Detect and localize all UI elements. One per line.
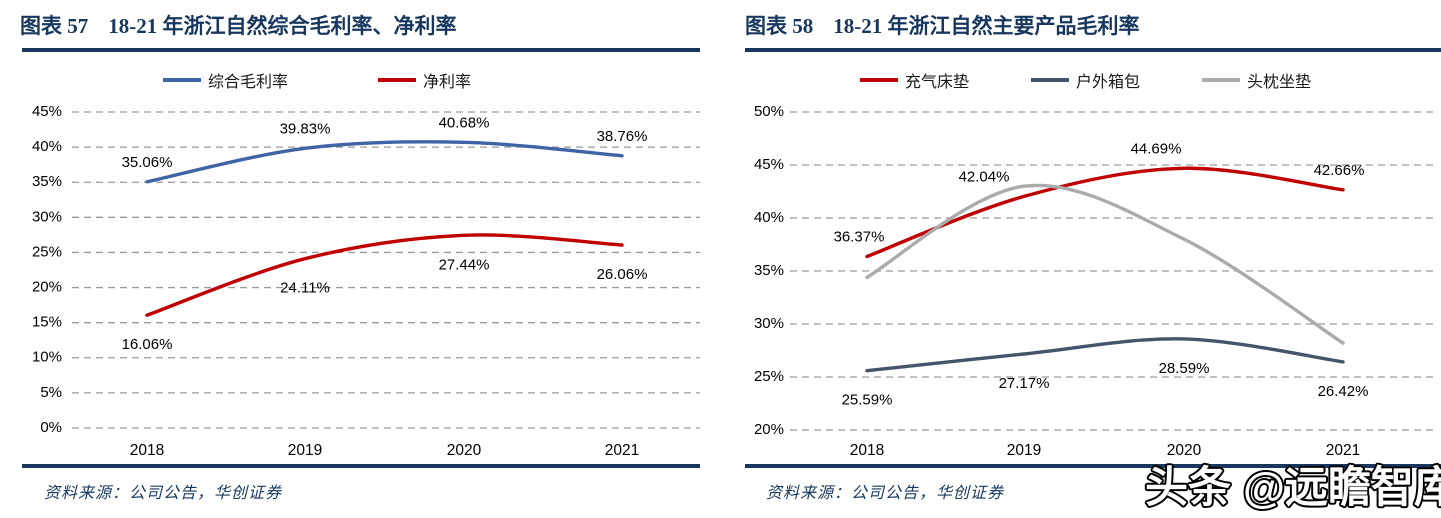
y-tick-label: 20% xyxy=(754,421,784,438)
legend-label: 户外箱包 xyxy=(1076,74,1141,91)
x-tick-label: 2018 xyxy=(130,442,164,459)
x-tick-label: 2021 xyxy=(1326,442,1360,459)
y-tick-label: 10% xyxy=(32,349,62,366)
figure-58-title: 图表 58 18-21 年浙江自然主要产品毛利率 xyxy=(745,10,1140,40)
legend-line-swatch xyxy=(163,78,201,82)
figure-57-label: 图表 57 xyxy=(20,14,89,38)
y-tick-label: 25% xyxy=(754,368,784,385)
series-line-头枕坐垫 xyxy=(865,183,1345,345)
data-label: 28.59% xyxy=(1159,360,1210,377)
data-label: 25.59% xyxy=(842,392,893,409)
title-rule-left xyxy=(22,48,700,52)
y-tick-label: 50% xyxy=(754,103,784,120)
y-tick-label: 35% xyxy=(32,173,62,190)
y-tick-label: 40% xyxy=(32,138,62,155)
y-tick-label: 45% xyxy=(754,156,784,173)
data-label: 40.68% xyxy=(439,114,490,131)
legend-line-swatch xyxy=(378,78,417,82)
data-label: 42.66% xyxy=(1314,162,1365,179)
x-tick-label: 2020 xyxy=(1167,442,1202,459)
footer-rule-right xyxy=(745,464,1441,468)
data-label: 44.69% xyxy=(1131,140,1182,157)
data-label: 26.06% xyxy=(597,266,648,283)
figure-57-title-text: 18-21 年浙江自然综合毛利率、净利率 xyxy=(108,14,457,38)
data-label: 16.06% xyxy=(122,336,173,353)
legend-item: 综合毛利率 xyxy=(163,68,288,92)
chart58-plot: 20% 25% 30% 35% 40% 45% 50% 2018 2019 2020 2021 36.… xyxy=(754,103,1436,459)
figure-58-label: 图表 58 xyxy=(745,14,814,38)
source-note-left: 资料来源：公司公告，华创证券 xyxy=(44,485,283,502)
legend-line-swatch xyxy=(1031,78,1070,82)
title-rule-right xyxy=(745,48,1441,52)
legend-label: 头枕坐垫 xyxy=(1247,74,1312,91)
y-tick-label: 45% xyxy=(32,103,62,120)
y-tick-label: 30% xyxy=(754,315,784,332)
source-note-right: 资料来源：公司公告，华创证券 xyxy=(766,485,1005,502)
y-tick-label: 40% xyxy=(754,209,784,226)
y-tick-label: 0% xyxy=(40,419,62,436)
legend-line-swatch xyxy=(1202,78,1241,82)
legend-line-swatch xyxy=(860,78,898,82)
watermark: 头条 @远瞻智库 xyxy=(1143,462,1441,514)
y-tick-label: 15% xyxy=(32,314,62,331)
data-label: 42.04% xyxy=(959,168,1010,185)
y-tick-label: 25% xyxy=(32,243,62,260)
series-line-户外箱包 xyxy=(865,337,1345,373)
chart57-legend: 综合毛利率 净利率 xyxy=(163,68,471,92)
figure-58-title-text: 18-21 年浙江自然主要产品毛利率 xyxy=(833,14,1140,38)
chart58-legend: 充气床垫 户外箱包 头枕坐垫 xyxy=(860,68,1311,92)
data-label: 39.83% xyxy=(280,120,331,137)
data-label: 27.44% xyxy=(439,256,490,273)
data-label: 38.76% xyxy=(597,128,648,145)
legend-item: 净利率 xyxy=(378,68,471,92)
figure-57-title: 图表 57 18-21 年浙江自然综合毛利率、净利率 xyxy=(20,10,457,40)
footer-rule-left xyxy=(22,464,700,468)
y-tick-label: 20% xyxy=(32,279,62,296)
y-tick-label: 30% xyxy=(32,208,62,225)
data-label: 27.17% xyxy=(999,375,1050,392)
series-line-充气床垫 xyxy=(865,166,1345,259)
x-tick-label: 2021 xyxy=(605,442,639,459)
legend-item: 户外箱包 xyxy=(1031,68,1140,92)
legend-label: 综合毛利率 xyxy=(208,74,289,91)
legend-label: 充气床垫 xyxy=(905,74,970,91)
watermark-text: 头条 @远瞻智库 xyxy=(1145,464,1441,512)
x-tick-label: 2019 xyxy=(288,442,322,459)
chart57-plot: 0% 5% 10% 15% 20% 25% 30% 35% 40% 45% 2018 2019 2020… xyxy=(32,103,700,459)
legend-item: 头枕坐垫 xyxy=(1202,68,1311,92)
x-tick-label: 2020 xyxy=(447,442,482,459)
data-label: 26.42% xyxy=(1318,383,1369,400)
legend-item: 充气床垫 xyxy=(860,68,969,92)
series-line-综合毛利率 xyxy=(145,140,624,184)
data-label: 35.06% xyxy=(122,154,173,171)
data-label: 36.37% xyxy=(834,228,885,245)
x-tick-label: 2019 xyxy=(1007,442,1041,459)
y-tick-label: 35% xyxy=(754,262,784,279)
series-line-净利率 xyxy=(145,233,624,317)
data-label: 24.11% xyxy=(280,280,330,297)
legend-label: 净利率 xyxy=(423,74,472,91)
x-tick-label: 2018 xyxy=(850,442,884,459)
y-tick-label: 5% xyxy=(40,384,62,401)
